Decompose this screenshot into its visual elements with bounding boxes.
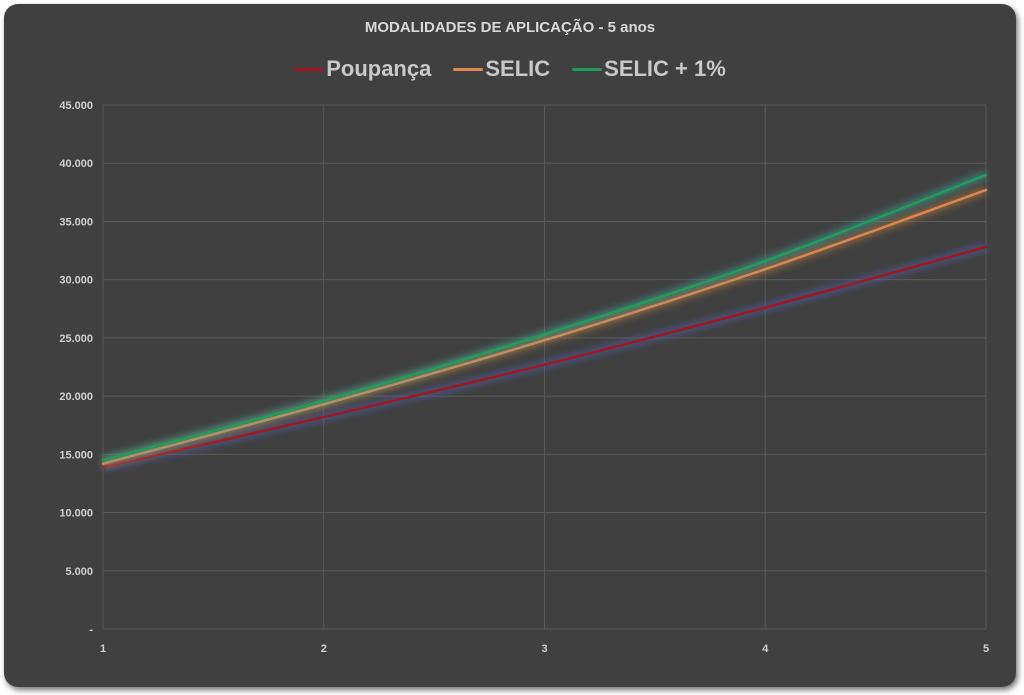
legend-item-selic-plus-1: SELIC + 1%: [572, 56, 726, 82]
y-tick-label: 35.000: [59, 216, 93, 228]
legend-item-poupanca: Poupança: [294, 56, 431, 82]
chart-title: MODALIDADES DE APLICAÇÃO - 5 anos: [364, 19, 656, 36]
series-lines: [101, 171, 988, 472]
legend-label-selic: SELIC: [485, 56, 551, 81]
legend-swatch-selic-plus-1: [572, 67, 603, 71]
legend-item-selic: SELIC: [453, 56, 550, 82]
legend-label-selic-plus-1: SELIC + 1%: [604, 56, 726, 81]
y-tick-label: 15.000: [59, 449, 93, 461]
legend: Poupança SELIC SELIC + 1%: [4, 54, 1016, 84]
y-tick-label: 5.000: [65, 566, 93, 578]
plot-area: - 5.000 10.000 15.000 20.000 25.000 30.000 35.0…: [59, 100, 989, 655]
x-tick-label: 1: [100, 643, 106, 655]
y-tick-label: 40.000: [59, 158, 93, 170]
series-line-poupanca: [101, 245, 988, 469]
legend-label-poupanca: Poupança: [326, 56, 432, 81]
legend-swatch-selic: [453, 67, 484, 71]
y-tick-label: 20.000: [59, 391, 93, 403]
x-tick-label: 5: [983, 643, 989, 655]
y-tick-label: 10.000: [59, 508, 93, 520]
grid-lines: [102, 104, 987, 630]
legend-swatch-poupanca: [294, 67, 325, 71]
x-tick-label: 4: [762, 643, 769, 655]
y-tick-label: 45.000: [59, 100, 93, 112]
x-tick-label: 3: [541, 643, 547, 655]
axis-tick-labels: - 5.000 10.000 15.000 20.000 25.000 30.000 35.0…: [59, 100, 989, 655]
x-tick-label: 2: [321, 643, 327, 655]
y-tick-label: 30.000: [59, 275, 93, 287]
y-tick-label: 25.000: [59, 333, 93, 345]
y-tick-label: -: [89, 624, 93, 636]
series-line-selic-plus-1: [101, 173, 988, 462]
chart-frame: MODALIDADES DE APLICAÇÃO - 5 anos Poupan…: [4, 4, 1016, 687]
